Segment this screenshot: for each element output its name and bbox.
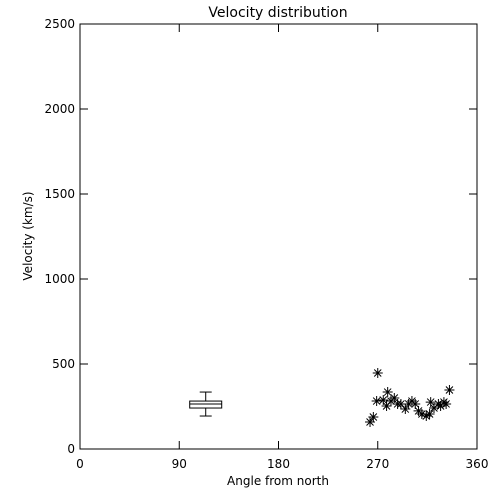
point — [368, 412, 379, 423]
x-tick-label: 360 — [466, 457, 489, 471]
y-tick-label: 2000 — [44, 102, 75, 116]
point — [410, 398, 421, 409]
y-tick-label: 500 — [52, 357, 75, 371]
point — [444, 385, 455, 396]
y-axis-label: Velocity (km/s) — [21, 191, 35, 280]
point — [400, 404, 411, 415]
point — [382, 387, 393, 398]
point — [416, 408, 427, 419]
point — [378, 395, 389, 406]
point — [421, 411, 432, 422]
y-tick-label: 1000 — [44, 272, 75, 286]
x-axis-label: Angle from north — [227, 474, 329, 488]
point — [395, 398, 406, 409]
box — [189, 400, 223, 409]
x-tick-label: 180 — [267, 457, 290, 471]
plot-frame — [79, 23, 478, 450]
point — [425, 397, 436, 408]
point — [424, 408, 435, 419]
point — [435, 400, 446, 411]
point — [441, 398, 452, 409]
x-tick-label: 90 — [172, 457, 187, 471]
x-tick-label: 270 — [366, 457, 389, 471]
x-tick-label: 0 — [76, 457, 84, 471]
point — [381, 400, 392, 411]
point — [372, 368, 383, 379]
y-tick-label: 2500 — [44, 17, 75, 31]
point — [428, 403, 439, 414]
chart-title: Velocity distribution — [208, 5, 347, 21]
point — [371, 396, 382, 407]
point — [389, 393, 400, 403]
y-tick-label: 1500 — [44, 187, 75, 201]
point — [365, 416, 376, 427]
y-tick-label: 0 — [67, 442, 75, 456]
